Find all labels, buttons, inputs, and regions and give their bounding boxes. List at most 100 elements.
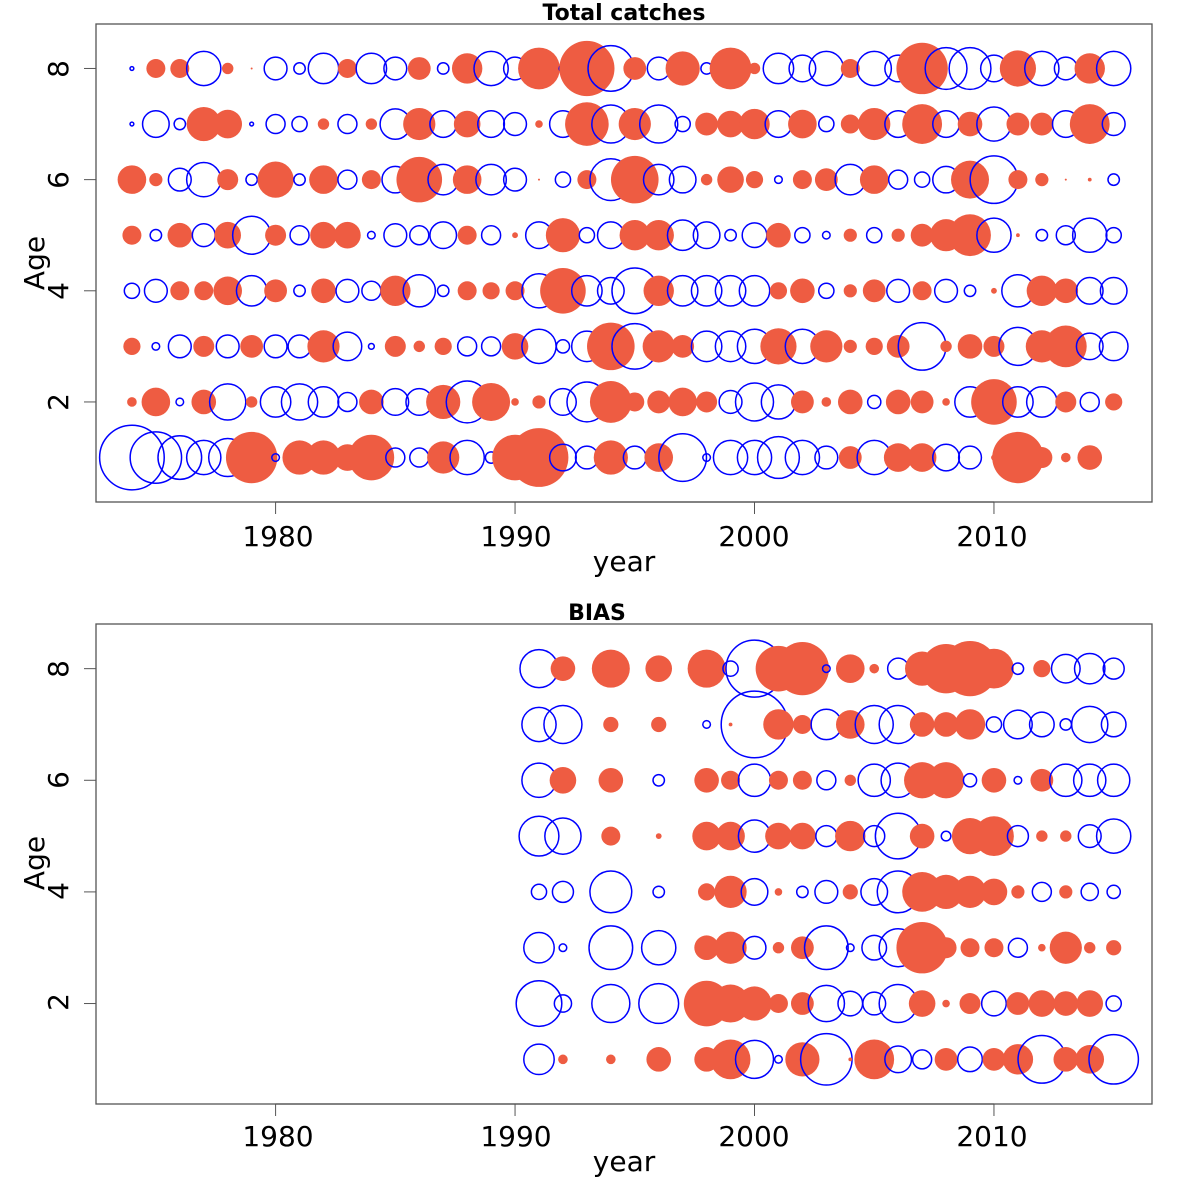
negative-residual-bubble — [248, 121, 255, 127]
positive-residual-bubble — [1006, 112, 1030, 136]
positive-residual-bubble — [840, 114, 860, 134]
negative-residual-bubble — [436, 62, 450, 75]
positive-residual-bubble — [540, 267, 586, 314]
negative-residual-bubble — [742, 935, 767, 960]
x-tick-label: 1980 — [242, 520, 313, 553]
positive-residual-bubble — [334, 221, 361, 249]
positive-residual-bubble — [122, 225, 142, 245]
negative-residual-bubble — [734, 1039, 775, 1080]
positive-residual-bubble — [927, 762, 965, 799]
plot-frame — [95, 623, 1153, 1105]
positive-residual-bubble — [896, 922, 948, 974]
positive-residual-bubble — [942, 398, 950, 406]
negative-residual-bubble — [544, 817, 582, 855]
negative-residual-bubble — [543, 704, 583, 745]
positive-residual-bubble — [186, 106, 221, 142]
positive-residual-bubble — [788, 109, 817, 139]
negative-residual-bubble — [1088, 1033, 1140, 1085]
negative-residual-bubble — [773, 175, 783, 185]
positive-residual-bubble — [909, 823, 935, 849]
positive-residual-bubble — [593, 440, 628, 475]
negative-residual-bubble — [1099, 276, 1128, 305]
negative-residual-bubble — [861, 934, 888, 961]
positive-residual-bubble — [790, 278, 815, 304]
negative-residual-bubble — [962, 772, 978, 788]
positive-residual-bubble — [790, 390, 814, 414]
negative-residual-bubble — [1096, 763, 1131, 798]
positive-residual-bubble — [981, 767, 1007, 793]
negative-residual-bubble — [558, 943, 568, 953]
negative-residual-bubble — [175, 397, 185, 407]
negative-residual-bubble — [845, 943, 855, 953]
positive-residual-bubble — [772, 942, 785, 954]
positive-residual-bubble — [848, 1057, 853, 1062]
positive-residual-bubble — [859, 165, 889, 194]
positive-residual-bubble — [792, 714, 812, 734]
negative-residual-bubble — [1105, 995, 1123, 1012]
negative-residual-bubble — [862, 824, 886, 848]
positive-residual-bubble — [810, 330, 843, 363]
negative-residual-bubble — [1080, 882, 1100, 902]
negative-residual-bubble — [591, 983, 631, 1024]
negative-residual-bubble — [515, 979, 563, 1028]
positive-residual-bubble — [518, 47, 560, 90]
positive-residual-bubble — [1076, 990, 1104, 1017]
negative-residual-bubble — [502, 111, 528, 137]
negative-residual-bubble — [337, 169, 358, 190]
positive-residual-bubble — [885, 389, 911, 415]
negative-residual-bubble — [933, 278, 959, 303]
negative-residual-bubble — [259, 386, 292, 418]
negative-residual-bubble — [756, 435, 801, 480]
positive-residual-bubble — [642, 330, 675, 363]
positive-residual-bubble — [194, 281, 214, 301]
bubble-marks — [515, 639, 1140, 1086]
positive-residual-bubble — [865, 337, 883, 355]
negative-residual-bubble — [98, 424, 165, 491]
negative-residual-bubble — [924, 46, 968, 91]
positive-residual-bubble — [763, 709, 794, 740]
positive-residual-bubble — [1077, 445, 1103, 470]
positive-residual-bubble — [603, 716, 619, 733]
positive-residual-bubble — [146, 58, 166, 78]
negative-residual-bubble — [337, 113, 358, 135]
negative-residual-bubble — [817, 115, 835, 133]
positive-residual-bubble — [577, 170, 597, 190]
negative-residual-bubble — [1025, 386, 1058, 418]
positive-residual-bubble — [558, 1054, 568, 1065]
positive-residual-bubble — [265, 224, 287, 246]
x-tick-label: 1990 — [480, 1120, 551, 1153]
y-tick-label: 2 — [42, 993, 75, 1011]
positive-residual-bubble — [843, 284, 857, 298]
positive-residual-bubble — [549, 766, 577, 794]
positive-residual-bubble — [225, 431, 278, 484]
negative-residual-bubble — [129, 65, 135, 72]
negative-residual-bubble — [191, 223, 216, 248]
negative-residual-bubble — [473, 50, 509, 87]
positive-residual-bubble — [694, 767, 719, 793]
positive-residual-bubble — [117, 165, 147, 194]
y-tick-label: 4 — [42, 882, 75, 900]
positive-residual-bubble — [282, 440, 317, 475]
negative-residual-bubble — [956, 1046, 984, 1073]
negative-residual-bubble — [553, 994, 573, 1013]
positive-residual-bubble — [953, 875, 987, 909]
positive-residual-bubble — [957, 334, 983, 359]
positive-residual-bubble — [598, 767, 624, 793]
negative-residual-bubble — [690, 274, 723, 307]
negative-residual-bubble — [817, 282, 835, 300]
negative-residual-bubble — [652, 885, 666, 899]
positive-residual-bubble — [700, 173, 713, 186]
negative-residual-bubble — [1101, 111, 1126, 137]
positive-residual-bubble — [365, 118, 378, 130]
positive-residual-bubble — [559, 40, 615, 97]
positive-residual-bubble — [1064, 178, 1067, 181]
positive-residual-bubble — [1060, 452, 1071, 463]
negative-residual-bubble — [215, 334, 240, 359]
negative-residual-bubble — [690, 330, 723, 363]
negative-residual-bubble — [521, 706, 557, 743]
positive-residual-bubble — [472, 382, 511, 421]
y-tick-label: 8 — [42, 60, 75, 78]
x-tick-label: 1980 — [242, 1120, 313, 1153]
negative-residual-bubble — [402, 273, 437, 308]
positive-residual-bubble — [623, 57, 647, 80]
